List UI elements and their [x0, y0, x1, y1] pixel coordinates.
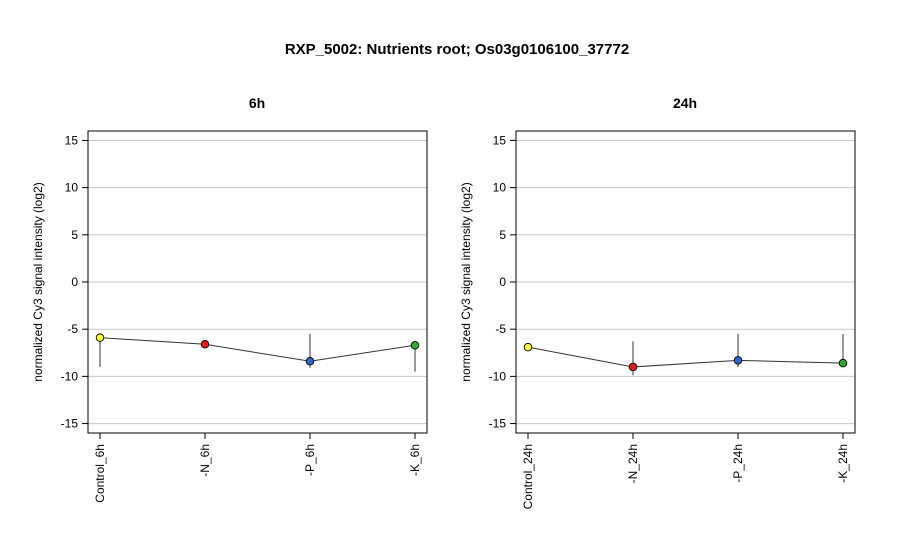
y-tick-label: 10: [493, 181, 507, 195]
plot-area: -15 -10 -5 0 5 10 15 Control_24h -N_24h -P_24h -K_…: [489, 130, 856, 509]
y-tick-label: -10: [489, 369, 507, 383]
y-tick-label: -15: [61, 417, 79, 431]
data-point: [523, 342, 533, 352]
panel-24h: 24h normalized Cy3 signal intensity (log…: [459, 95, 856, 509]
y-tick-label: -10: [61, 369, 79, 383]
y-tick-label: -5: [495, 322, 506, 336]
y-tick-label: 0: [499, 275, 506, 289]
y-tick-label: 15: [493, 133, 507, 147]
x-tick-label: -K_6h: [408, 444, 422, 476]
y-tick-label: 5: [71, 228, 78, 242]
y-tick-label: 10: [65, 181, 79, 195]
x-tick-label: -K_24h: [836, 444, 850, 483]
x-tick-label: -N_6h: [198, 444, 212, 477]
series-line: [99, 337, 416, 362]
y-axis-label: normalized Cy3 signal intensity (log2): [31, 182, 45, 381]
data-point: [410, 340, 420, 350]
x-tick-label: -P_6h: [303, 444, 317, 476]
y-tick-label: 0: [71, 275, 78, 289]
data-point: [733, 356, 743, 365]
y-tick-label: -15: [489, 417, 507, 431]
data-point: [628, 362, 638, 372]
plot-area: -15 -10 -5 0 5 10 15 Control_6h -N_6h -P_6h -K_6h: [61, 130, 428, 503]
panel-title: 6h: [249, 95, 265, 111]
series-line: [527, 346, 844, 368]
x-tick-label: -P_24h: [731, 444, 745, 483]
data-point: [95, 333, 105, 342]
y-tick-label: 15: [65, 133, 79, 147]
data-point: [200, 340, 210, 349]
y-axis-label: normalized Cy3 signal intensity (log2): [459, 182, 473, 381]
figure-title: RXP_5002: Nutrients root; Os03g0106100_3…: [285, 41, 629, 58]
panel-6h: 6h normalized Cy3 signal intensity (log2…: [31, 95, 428, 503]
y-tick-label: 5: [499, 228, 506, 242]
x-tick-label: Control_24h: [521, 444, 535, 509]
x-tick-label: Control_6h: [93, 444, 107, 503]
x-tick-label: -N_24h: [626, 444, 640, 483]
y-tick-label: -5: [67, 322, 78, 336]
data-point: [305, 357, 315, 366]
panel-title: 24h: [673, 95, 697, 111]
data-point: [838, 358, 848, 368]
